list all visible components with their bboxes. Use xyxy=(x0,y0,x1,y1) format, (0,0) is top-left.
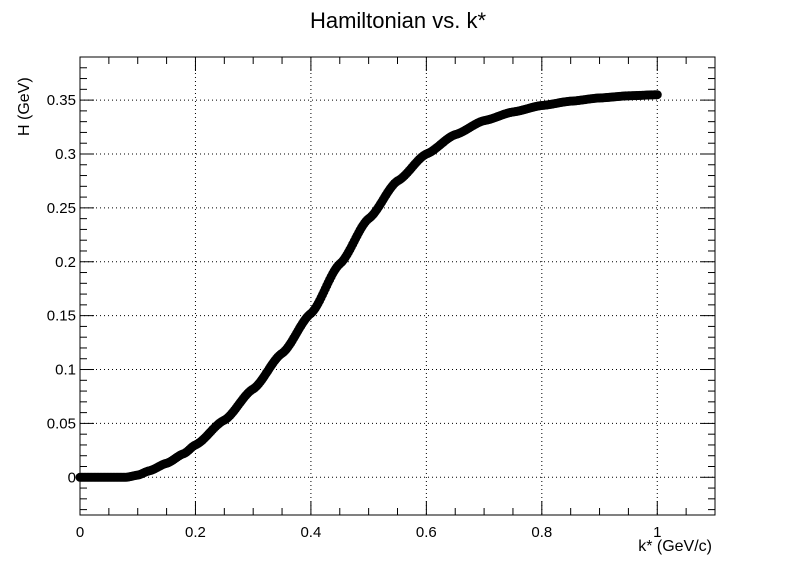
x-tick-label: 0.8 xyxy=(531,524,552,541)
y-tick-label: 0.15 xyxy=(47,308,76,325)
x-tick-label: 0.2 xyxy=(185,524,206,541)
y-tick-label: 0.35 xyxy=(47,92,76,109)
x-tick-label: 1 xyxy=(653,524,661,541)
chart-title: Hamiltonian vs. k* xyxy=(309,8,487,33)
y-axis-label: H (GeV) xyxy=(16,77,33,136)
y-tick-label: 0.1 xyxy=(55,362,76,379)
y-tick-label: 0.25 xyxy=(47,200,76,217)
plot-frame xyxy=(79,56,716,516)
y-tick-label: 0.2 xyxy=(55,254,76,271)
x-axis-label: k* (GeV/c) xyxy=(638,538,712,555)
y-tick-label: 0.05 xyxy=(47,415,76,432)
y-tick-label: 0.3 xyxy=(55,146,76,163)
x-tick-label: 0.4 xyxy=(300,524,321,541)
x-tick-label: 0.6 xyxy=(416,524,437,541)
x-tick-label: 0 xyxy=(76,524,84,541)
y-tick-label: 0 xyxy=(68,469,76,486)
data-point xyxy=(652,90,662,100)
